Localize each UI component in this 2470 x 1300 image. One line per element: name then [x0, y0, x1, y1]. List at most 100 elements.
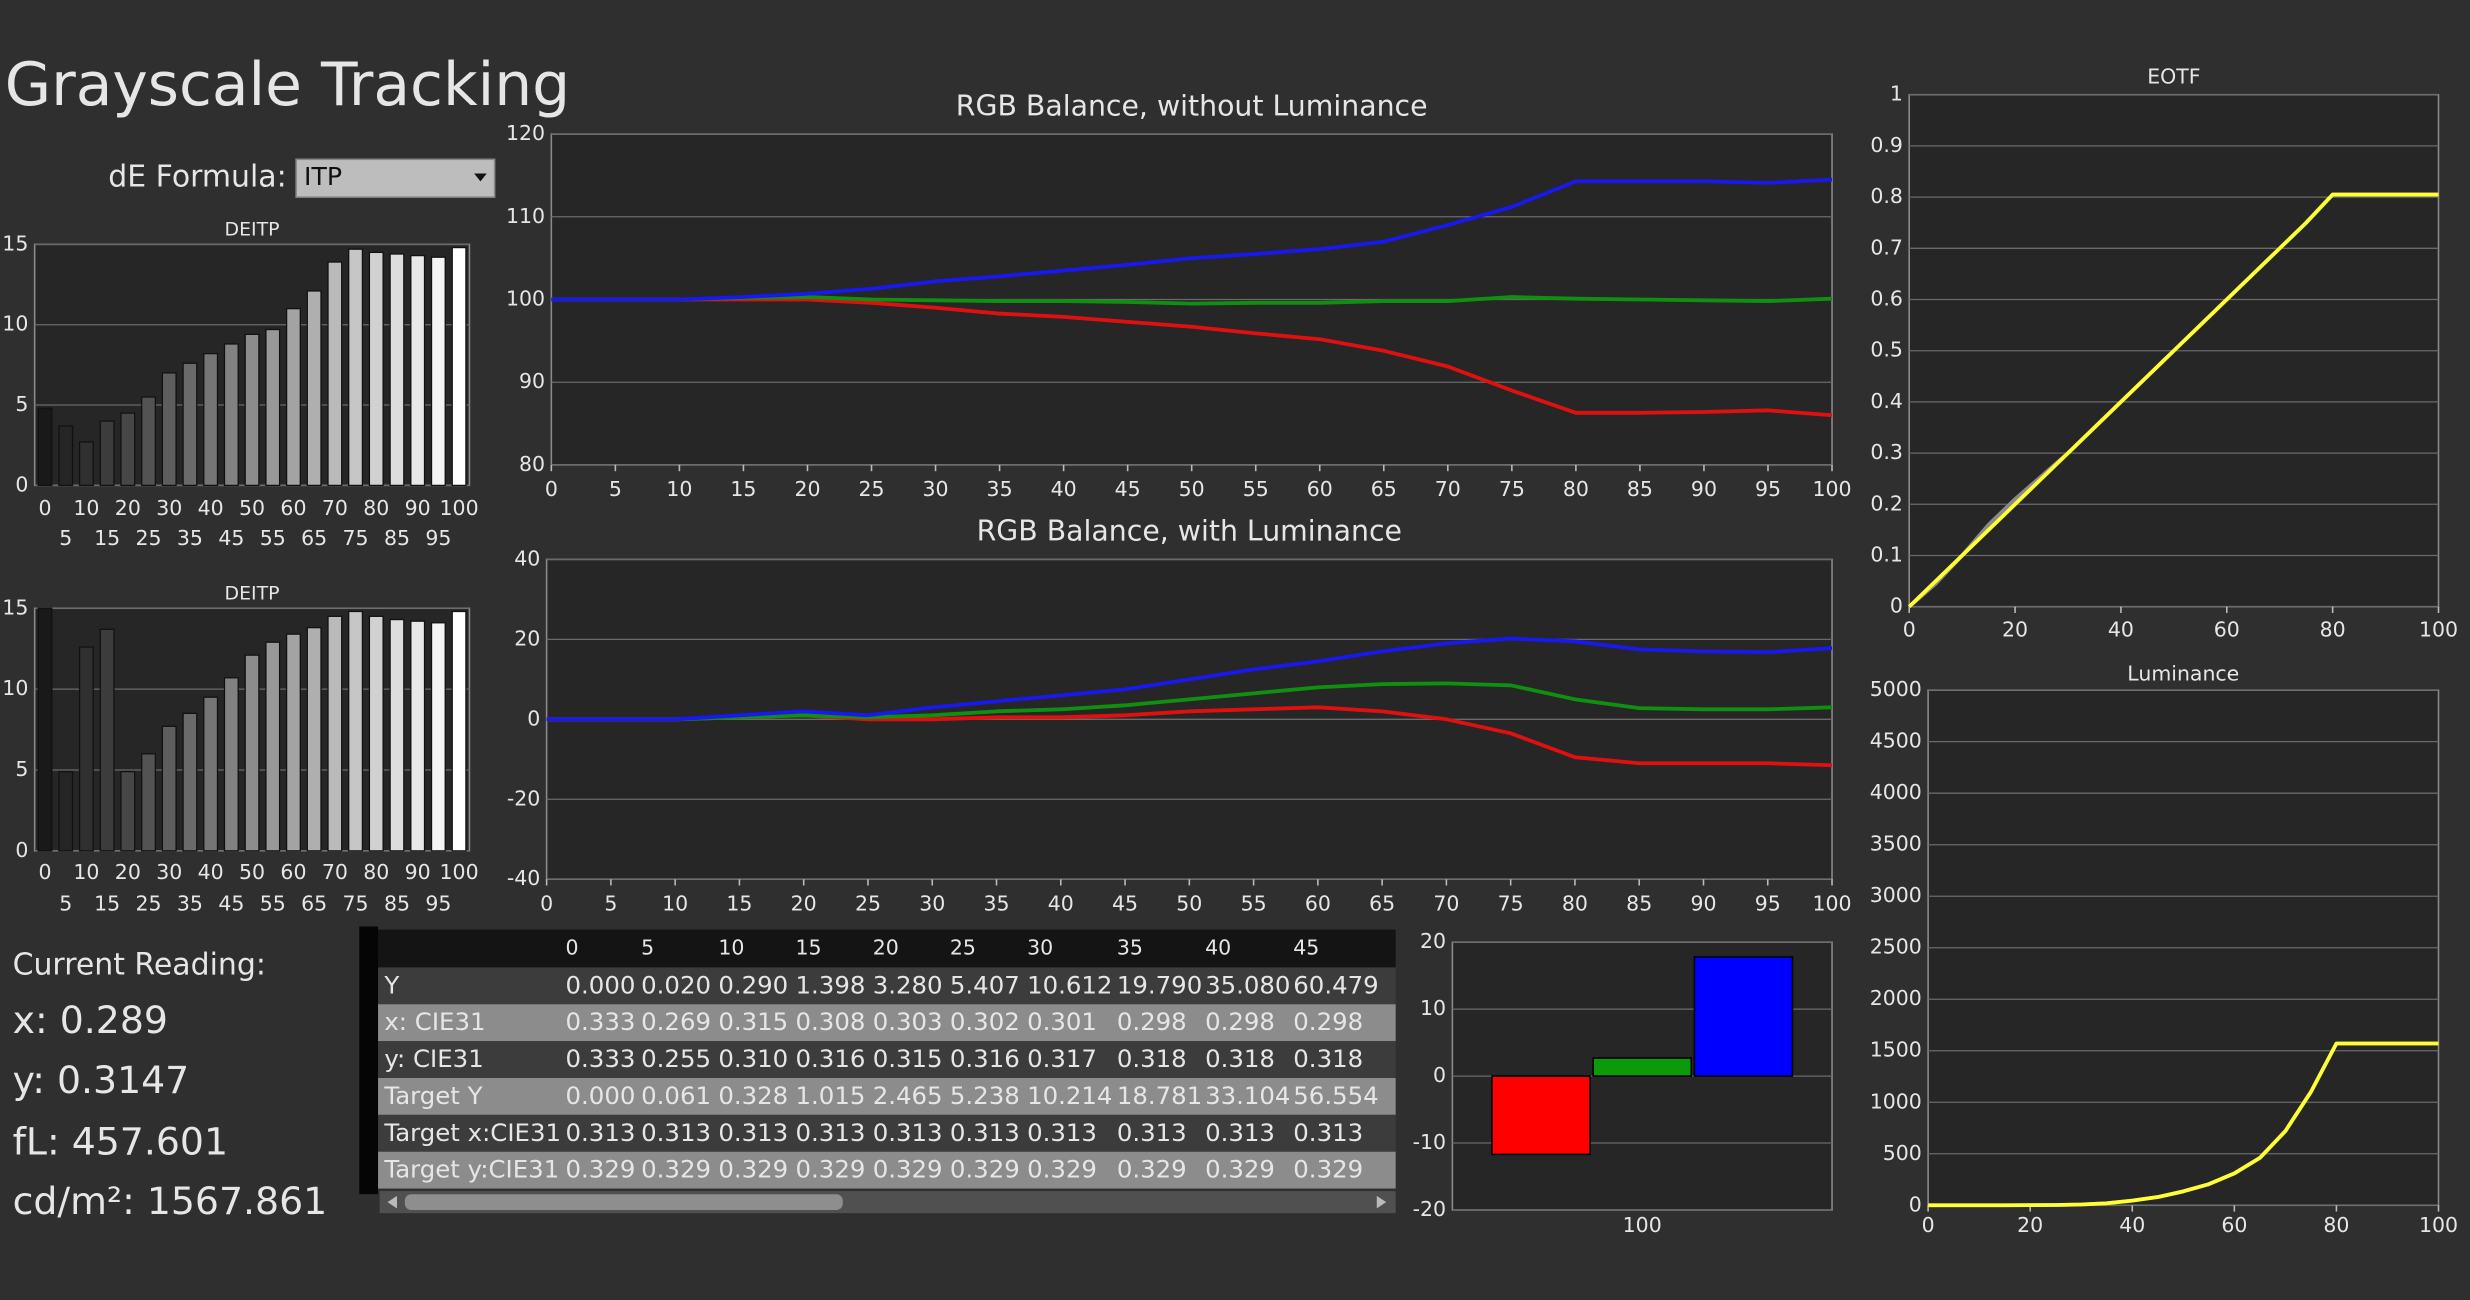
table-cell: 0.313 — [566, 1118, 636, 1147]
x-tick-label: 60 — [1307, 477, 1333, 501]
table-cell: 1.398 — [796, 970, 866, 999]
x-tick-label: 90 — [1690, 891, 1716, 915]
table-cell: 0.061 — [641, 1081, 711, 1110]
table-cell: 33.104 — [1205, 1081, 1290, 1110]
table-cell: 0.302 — [950, 1007, 1020, 1036]
x-tick-label: 70 — [1433, 891, 1459, 915]
bar — [58, 425, 74, 487]
table-cell: 0.329 — [1027, 1155, 1097, 1184]
y-tick-label: 1000 — [1870, 1089, 1922, 1113]
table-cell: 0.298 — [1117, 1007, 1187, 1036]
x-tick-label: 100 — [1812, 477, 1851, 501]
x-tick-label: 15 — [726, 891, 752, 915]
bar — [161, 372, 177, 487]
bar — [348, 610, 364, 852]
table-cell: 0.333 — [566, 1044, 636, 1073]
x-tick-label: 40 — [198, 496, 224, 520]
bar — [78, 646, 94, 852]
y-tick-label: -20 — [507, 786, 540, 810]
y-tick-label: 15 — [2, 595, 28, 619]
table-cell: 0.308 — [796, 1007, 866, 1036]
y-tick-label: 110 — [506, 204, 545, 228]
dropdown-value[interactable]: ITP — [304, 162, 342, 191]
dropdown-box[interactable] — [295, 158, 496, 198]
bar — [389, 253, 405, 487]
row-header: Target y:CIE31 — [383, 1155, 559, 1184]
x-tick-label: 80 — [2320, 617, 2346, 641]
table-cell: 0.313 — [1293, 1118, 1363, 1147]
x-tick-label: 10 — [73, 496, 99, 520]
x-tick-label: 95 — [1755, 477, 1781, 501]
column-header: 0 — [566, 936, 579, 960]
table-cell: 0.316 — [950, 1044, 1020, 1073]
x-tick-label: 80 — [363, 496, 389, 520]
x-tick-label: 25 — [855, 891, 881, 915]
bar — [37, 607, 53, 852]
x-tick-label: 65 — [301, 891, 327, 915]
scroll-left[interactable] — [387, 1195, 397, 1209]
series-line — [551, 177, 1833, 302]
formula-dropdown[interactable]: ITP — [295, 158, 496, 198]
x-tick-label: 60 — [280, 496, 306, 520]
table-cell: 0.329 — [566, 1155, 636, 1184]
x-tick-label: 100 — [2419, 617, 2458, 641]
x-tick-label: 40 — [2108, 617, 2134, 641]
x-tick-label: 55 — [260, 891, 286, 915]
x-tick-label: 95 — [1755, 891, 1781, 915]
y-tick-label: 2000 — [1870, 986, 1922, 1010]
table-cell: 10.612 — [1027, 970, 1112, 999]
bar — [285, 633, 301, 852]
bar — [327, 615, 343, 852]
bar — [430, 622, 446, 852]
y-tick-label: 4000 — [1870, 780, 1922, 804]
page-title: Grayscale Tracking — [5, 50, 570, 120]
table-row-bg — [378, 1041, 1396, 1078]
x-tick-label: 60 — [2214, 617, 2240, 641]
x-tick-label: 45 — [218, 526, 244, 550]
y-tick-label: 0 — [1909, 1192, 1922, 1216]
x-tick-label: 10 — [73, 860, 99, 884]
table-cell: 0.313 — [873, 1118, 943, 1147]
x-tick-label: 50 — [239, 496, 265, 520]
bar — [348, 248, 364, 487]
table-cell: 0.298 — [1293, 1007, 1363, 1036]
x-tick-label: 100 — [2419, 1213, 2458, 1237]
x-tick-label: 0 — [1922, 1213, 1935, 1237]
scroll-thumb[interactable] — [404, 1194, 843, 1211]
x-tick-label: 0 — [545, 477, 558, 501]
x-tick-label: 35 — [177, 526, 203, 550]
bar — [244, 654, 260, 852]
table-cell: 0.329 — [1117, 1155, 1187, 1184]
x-tick-label: 75 — [343, 891, 369, 915]
scrollbar[interactable] — [379, 1191, 1396, 1214]
table-cell: 0.313 — [641, 1118, 711, 1147]
x-tick-label: 85 — [1626, 891, 1652, 915]
table-cell: 5.238 — [950, 1081, 1020, 1110]
x-tick-label: 40 — [2119, 1213, 2145, 1237]
x-tick-label: 25 — [136, 891, 162, 915]
table-cell: 0.290 — [718, 970, 788, 999]
x-tick-label: 5 — [59, 526, 72, 550]
y-tick-label: 20 — [1420, 929, 1446, 953]
bar — [99, 628, 115, 852]
bar — [1592, 1057, 1693, 1077]
dropdown-arrow[interactable] — [474, 173, 487, 182]
x-tick-label: 75 — [343, 526, 369, 550]
x-tick-label: 15 — [94, 526, 120, 550]
bar — [37, 407, 53, 487]
y-tick-label: 15 — [2, 231, 28, 255]
y-tick-label: 0 — [1433, 1063, 1446, 1087]
column-header: 20 — [873, 936, 899, 960]
x-tick-label: 5 — [59, 891, 72, 915]
y-tick-label: 120 — [506, 121, 545, 145]
y-tick-label: -10 — [1413, 1130, 1446, 1154]
scroll-right[interactable] — [1376, 1195, 1387, 1209]
table-cell: 0.318 — [1293, 1044, 1363, 1073]
y-tick-label: 4500 — [1870, 729, 1922, 753]
table-cell: 0.315 — [873, 1044, 943, 1073]
bar — [58, 770, 74, 852]
table-cell: 0.329 — [1293, 1155, 1363, 1184]
x-tick-label: 20 — [115, 496, 141, 520]
x-tick-label: 70 — [322, 860, 348, 884]
bar — [451, 246, 467, 487]
